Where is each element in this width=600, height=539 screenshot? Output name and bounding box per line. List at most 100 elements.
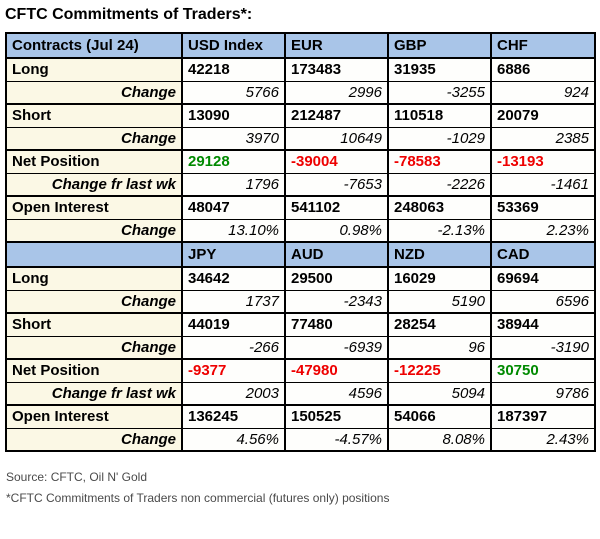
cell-value: 28254	[387, 312, 491, 336]
cell-value: 16029	[387, 266, 491, 290]
cell-value: -13193	[490, 149, 595, 173]
currency-header-cell: EUR	[284, 32, 388, 59]
cell-value: 38944	[490, 312, 595, 336]
cell-value: 0.98%	[284, 218, 388, 242]
cell-value: -7653	[284, 172, 388, 196]
cell-value: 42218	[181, 57, 285, 81]
currency-header-cell: AUD	[284, 241, 388, 268]
table-row: Short 44019 77480 28254 38944	[6, 312, 595, 336]
cell-value: -39004	[284, 149, 388, 173]
table-row: Change 1737 -2343 5190 6596	[6, 289, 595, 313]
cell-value: -1029	[387, 126, 491, 150]
page: CFTC Commitments of Traders*: Contracts …	[0, 6, 600, 539]
cell-value: 9786	[490, 381, 595, 405]
row-label: Change	[6, 80, 182, 104]
cell-value: 6886	[490, 57, 595, 81]
row-label: Long	[6, 266, 182, 290]
corner-header-cell: Contracts (Jul 24)	[6, 32, 182, 59]
currency-header-cell: USD Index	[181, 32, 285, 59]
cell-value: -6939	[284, 335, 388, 359]
row-label: Short	[6, 312, 182, 336]
row-label: Change	[6, 427, 182, 451]
cell-value: 3970	[181, 126, 285, 150]
cell-value: 13.10%	[181, 218, 285, 242]
header-row-majors: Contracts (Jul 24) USD Index EUR GBP CHF	[6, 32, 595, 59]
currency-header-cell: GBP	[387, 32, 491, 59]
row-label: Open Interest	[6, 404, 182, 428]
table-row: Short 13090 212487 110518 20079	[6, 103, 595, 127]
cell-value: 96	[387, 335, 491, 359]
cell-value: 136245	[181, 404, 285, 428]
page-title: CFTC Commitments of Traders*:	[5, 6, 253, 23]
corner-header-cell	[6, 241, 182, 268]
cell-value: 29500	[284, 266, 388, 290]
table-row: Net Position 29128 -39004 -78583 -13193	[6, 149, 595, 173]
cell-value: 53369	[490, 195, 595, 219]
cot-table: Contracts (Jul 24) USD Index EUR GBP CHF Long…	[5, 32, 596, 452]
footer: Source: CFTC, Oil N' Gold *CFTC Commitme…	[6, 467, 600, 509]
footnote: *CFTC Commitments of Traders non commerc…	[6, 491, 390, 505]
table-row: Change 4.56% -4.57% 8.08% 2.43%	[6, 427, 595, 451]
currency-header-cell: CAD	[490, 241, 595, 268]
cell-value: -9377	[181, 358, 285, 382]
cell-value: 2.23%	[490, 218, 595, 242]
cell-value: -12225	[387, 358, 491, 382]
cell-value: 4.56%	[181, 427, 285, 451]
cell-value: 150525	[284, 404, 388, 428]
cell-value: 2385	[490, 126, 595, 150]
cell-value: 34642	[181, 266, 285, 290]
table-row: Change -266 -6939 96 -3190	[6, 335, 595, 359]
cell-value: -3190	[490, 335, 595, 359]
table-row: Change 13.10% 0.98% -2.13% 2.23%	[6, 218, 595, 242]
cell-value: 69694	[490, 266, 595, 290]
cell-value: 1737	[181, 289, 285, 313]
row-label: Change fr last wk	[6, 172, 182, 196]
cell-value: 6596	[490, 289, 595, 313]
table-row: Long 42218 173483 31935 6886	[6, 57, 595, 81]
cell-value: 30750	[490, 358, 595, 382]
table-row: Long 34642 29500 16029 69694	[6, 266, 595, 290]
row-label: Long	[6, 57, 182, 81]
cell-value: -3255	[387, 80, 491, 104]
cell-value: -78583	[387, 149, 491, 173]
table-row: Change fr last wk 2003 4596 5094 9786	[6, 381, 595, 405]
currency-header-cell: CHF	[490, 32, 595, 59]
cell-value: 13090	[181, 103, 285, 127]
row-label: Change	[6, 126, 182, 150]
table-row: Change fr last wk 1796 -7653 -2226 -1461	[6, 172, 595, 196]
cell-value: 173483	[284, 57, 388, 81]
row-label: Change	[6, 218, 182, 242]
header-row-others: JPY AUD NZD CAD	[6, 241, 595, 268]
cell-value: 10649	[284, 126, 388, 150]
cell-value: 5094	[387, 381, 491, 405]
cell-value: 77480	[284, 312, 388, 336]
cell-value: -47980	[284, 358, 388, 382]
cell-value: 248063	[387, 195, 491, 219]
cell-value: -4.57%	[284, 427, 388, 451]
table-row: Open Interest 48047 541102 248063 53369	[6, 195, 595, 219]
table-row: Change 5766 2996 -3255 924	[6, 80, 595, 104]
currency-header-cell: JPY	[181, 241, 285, 268]
cell-value: 1796	[181, 172, 285, 196]
cell-value: -2226	[387, 172, 491, 196]
cell-value: 5190	[387, 289, 491, 313]
cell-value: -2343	[284, 289, 388, 313]
cell-value: 187397	[490, 404, 595, 428]
row-label: Change fr last wk	[6, 381, 182, 405]
cell-value: 2003	[181, 381, 285, 405]
cell-value: 541102	[284, 195, 388, 219]
cell-value: 20079	[490, 103, 595, 127]
currency-header-cell: NZD	[387, 241, 491, 268]
cell-value: 44019	[181, 312, 285, 336]
table-row: Change 3970 10649 -1029 2385	[6, 126, 595, 150]
cell-value: 48047	[181, 195, 285, 219]
cell-value: -266	[181, 335, 285, 359]
cell-value: 8.08%	[387, 427, 491, 451]
table-row: Open Interest 136245 150525 54066 187397	[6, 404, 595, 428]
cell-value: 2.43%	[490, 427, 595, 451]
cell-value: 54066	[387, 404, 491, 428]
row-label: Short	[6, 103, 182, 127]
cell-value: 4596	[284, 381, 388, 405]
row-label: Change	[6, 289, 182, 313]
row-label: Open Interest	[6, 195, 182, 219]
